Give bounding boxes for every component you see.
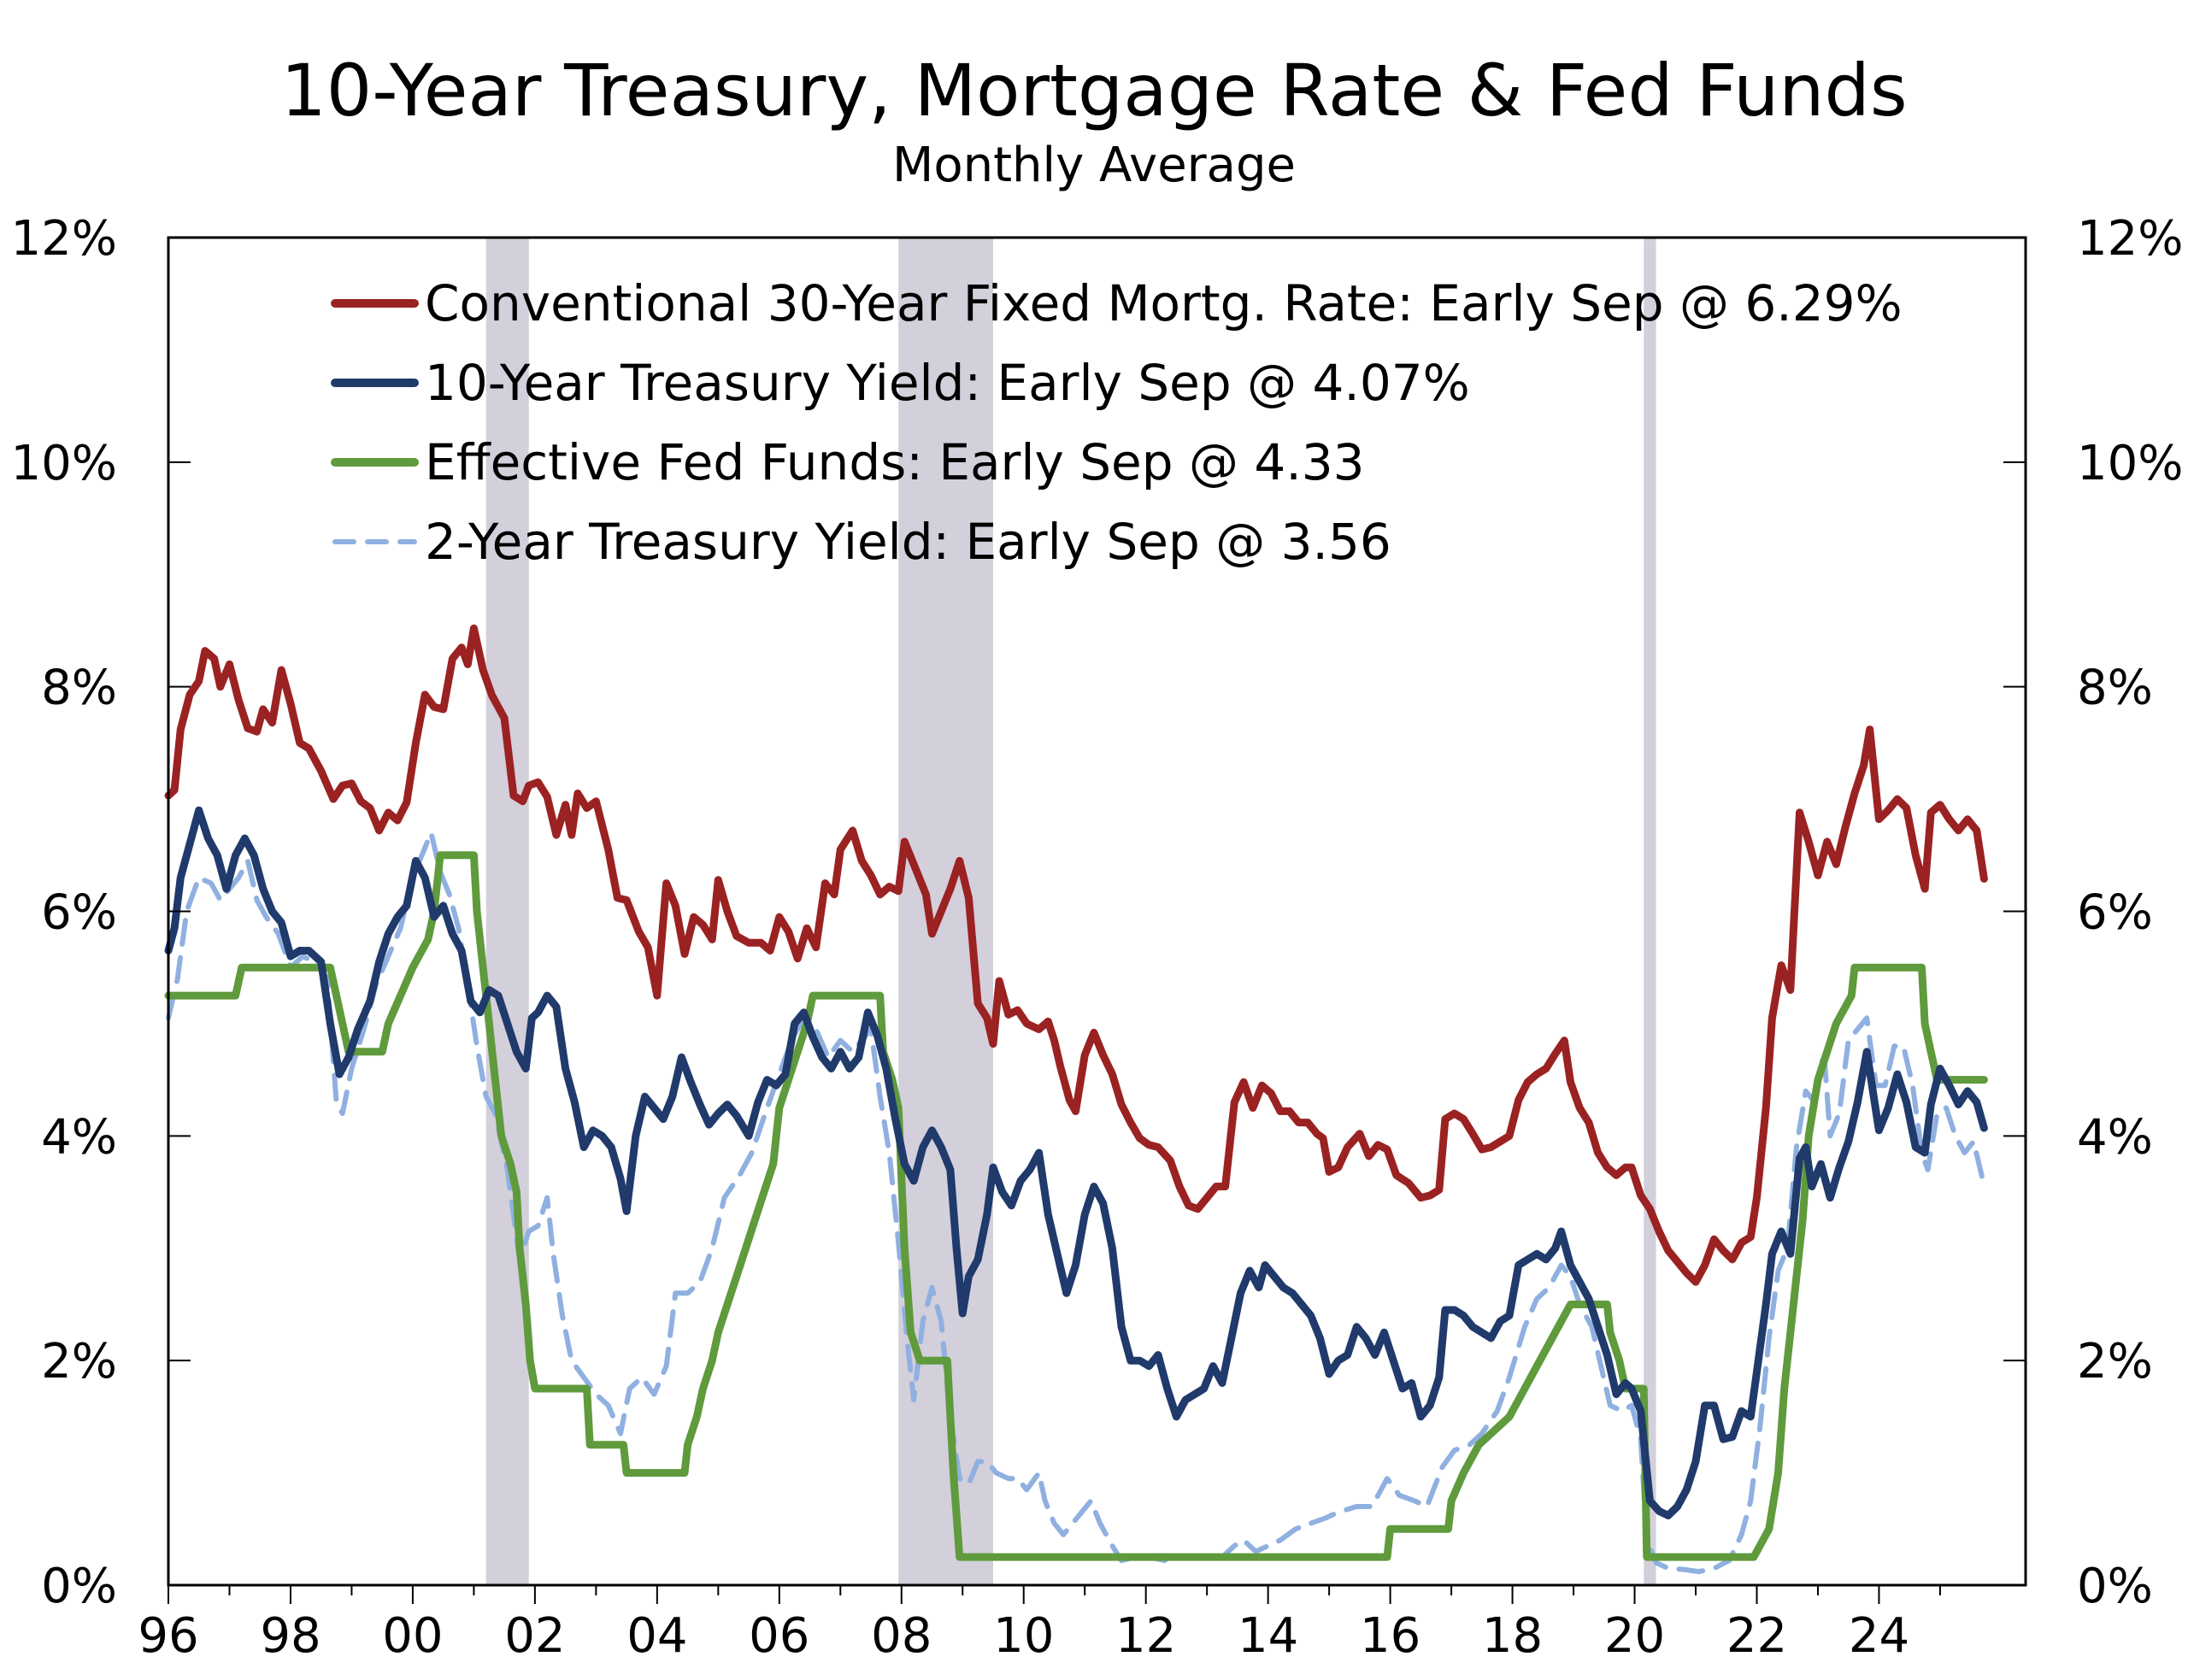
y-tick-label-left: 2% (41, 1334, 117, 1389)
x-tick-label: 98 (260, 1608, 321, 1664)
x-tick-label: 02 (504, 1608, 565, 1664)
legend-label-3: Effective Fed Funds: Early Sep @ 4.33 (425, 433, 1365, 491)
y-tick-label-left: 10% (11, 436, 117, 491)
y-tick-label-left: 8% (41, 661, 117, 716)
chart-title: 10-Year Treasury, Mortgage Rate & Fed Fu… (280, 49, 1907, 132)
x-tick-label: 08 (871, 1608, 932, 1664)
series-lines (164, 624, 1988, 1575)
recession-band (1644, 238, 1656, 1585)
recession-band (485, 238, 529, 1585)
legend-label-2: 10-Year Treasury Yield: Early Sep @ 4.07… (425, 354, 1470, 412)
y-tick-label-right: 8% (2077, 661, 2153, 716)
y-tick-label-left: 12% (11, 211, 117, 267)
x-tick-label: 18 (1482, 1608, 1543, 1664)
y-tick-label-left: 4% (41, 1109, 117, 1165)
series-line-1 (164, 624, 1988, 1286)
x-tick-label: 00 (382, 1608, 443, 1664)
series-line-3 (164, 851, 1988, 1561)
x-tick-label: 22 (1726, 1608, 1787, 1664)
x-tick-label: 24 (1849, 1608, 1909, 1664)
series-line-2 (164, 806, 1988, 1519)
y-tick-label-right: 2% (2077, 1334, 2153, 1389)
legend-label-1: Conventional 30-Year Fixed Mortg. Rate: … (425, 274, 1903, 332)
recession-bands (485, 238, 1656, 1585)
legend: Conventional 30-Year Fixed Mortg. Rate: … (331, 274, 1903, 571)
x-tick-label: 20 (1604, 1608, 1665, 1664)
x-tick-label: 96 (138, 1608, 198, 1664)
x-tick-label: 04 (626, 1608, 687, 1664)
y-tick-label-left: 6% (41, 885, 117, 941)
x-tick-label: 12 (1115, 1608, 1176, 1664)
y-tick-label-right: 0% (2077, 1559, 2153, 1614)
chart-subtitle: Monthly Average (892, 138, 1296, 193)
y-tick-label-right: 6% (2077, 885, 2153, 941)
x-tick-label: 10 (993, 1608, 1054, 1664)
x-tick-label: 06 (749, 1608, 809, 1664)
series-line-4 (166, 830, 1987, 1575)
y-tick-label-left: 0% (41, 1559, 117, 1614)
y-tick-label-right: 12% (2077, 211, 2183, 267)
x-tick-label: 14 (1238, 1608, 1298, 1664)
y-tick-label-right: 10% (2077, 436, 2183, 491)
y-tick-label-right: 4% (2077, 1109, 2153, 1165)
legend-label-4: 2-Year Treasury Yield: Early Sep @ 3.56 (425, 513, 1391, 571)
x-tick-label: 16 (1360, 1608, 1420, 1664)
axis-ticks: 0% 0% 2% 2% 4% 4% 6% 6% 8% 8% 10% 10% 12% 12% 96 98 00 02… (11, 211, 2184, 1664)
